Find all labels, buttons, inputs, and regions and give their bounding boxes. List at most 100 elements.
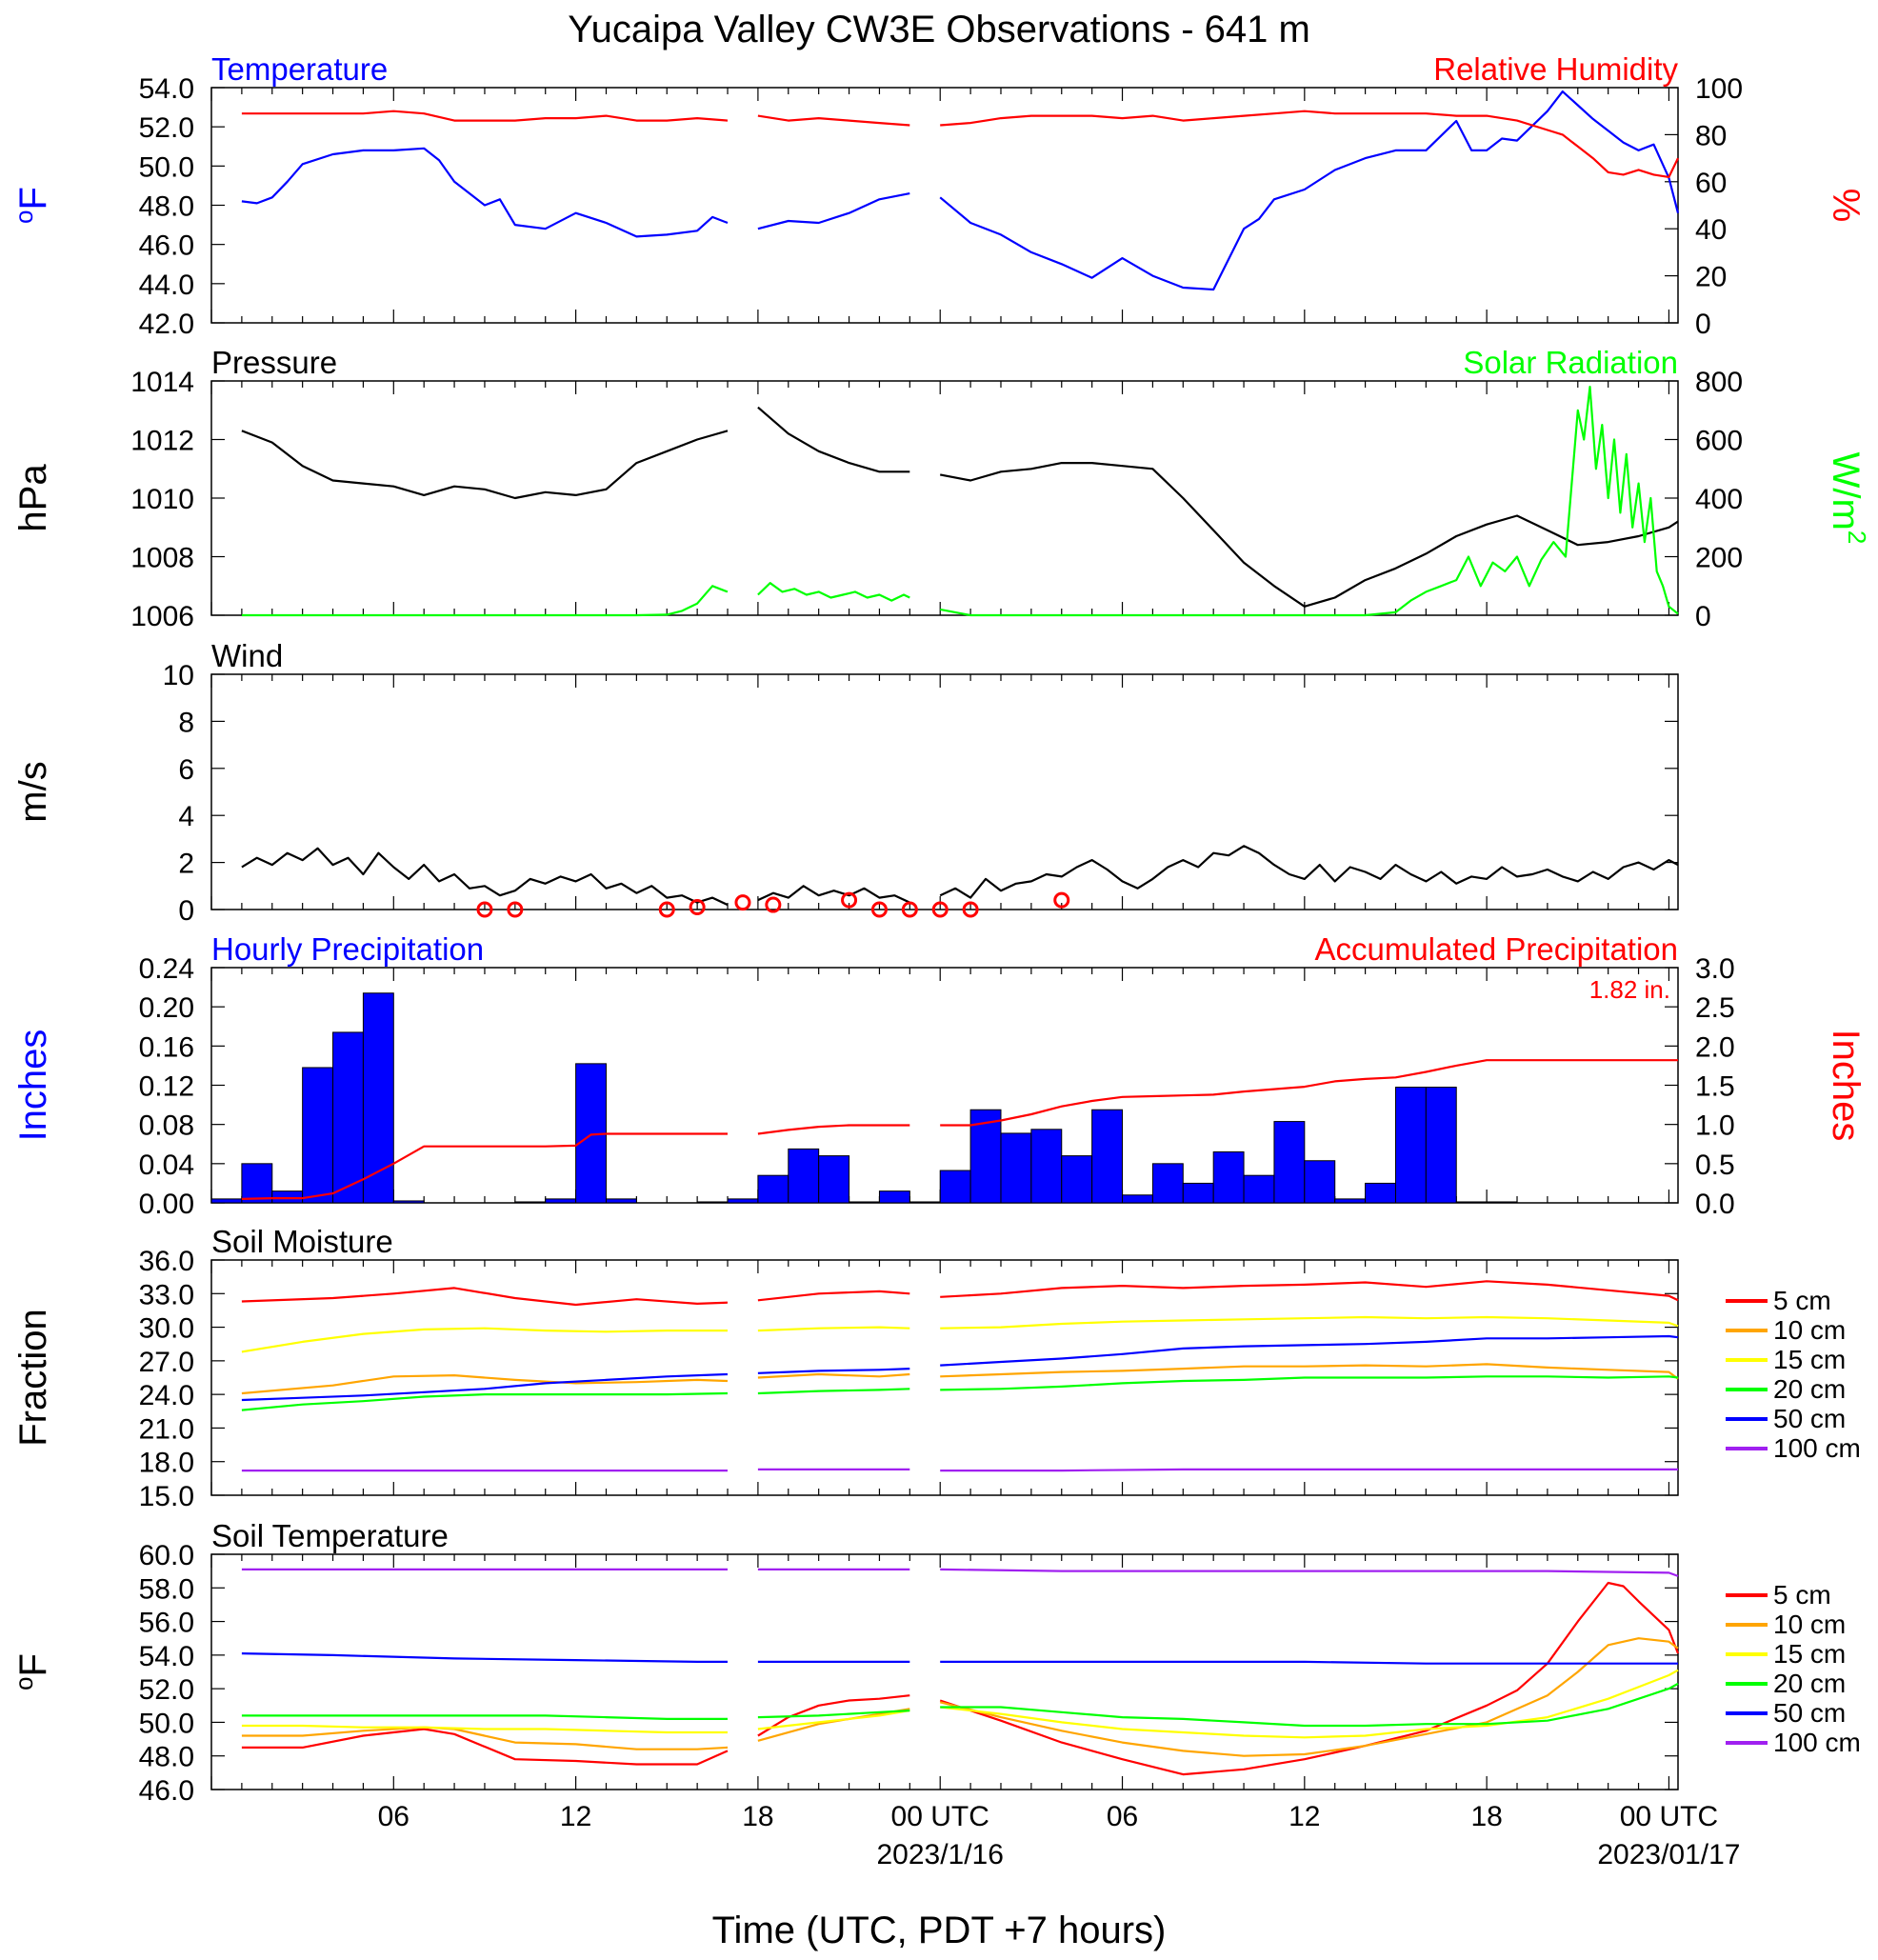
- y-axis-label: oF: [10, 187, 54, 224]
- precip-bar: [1394, 1087, 1427, 1204]
- x-tick-label: 18: [1470, 1801, 1502, 1832]
- y-tick-label: 1010: [130, 484, 194, 515]
- y-tick-label: 2: [178, 849, 194, 880]
- panel-frame: [210, 1553, 1679, 1790]
- precip-bar: [1212, 1150, 1245, 1204]
- y-tick-label: 8: [178, 707, 194, 738]
- legend-label: 20 cm: [1773, 1669, 1846, 1698]
- legend-label: 100 cm: [1773, 1728, 1861, 1757]
- y-tick-label: 6: [178, 754, 194, 786]
- y2-tick-label: 0.0: [1695, 1189, 1735, 1220]
- precip-bar: [788, 1148, 820, 1204]
- panel-left-title: Soil Temperature: [211, 1518, 449, 1553]
- y-tick-label: 33.0: [139, 1279, 194, 1310]
- degree-o: o: [10, 210, 38, 223]
- precip-bar: [210, 1198, 243, 1204]
- precip-bar: [271, 1190, 304, 1204]
- y-axis-label: m/s: [12, 761, 54, 822]
- legend-label: 15 cm: [1773, 1345, 1846, 1374]
- unit-f: F: [12, 1653, 54, 1676]
- y-tick-label: 54.0: [139, 1641, 194, 1672]
- y2-axis-label: W/m2: [1825, 452, 1871, 545]
- y2-tick-label: 60: [1695, 168, 1727, 199]
- y2-tick-label: 1.0: [1695, 1110, 1735, 1142]
- legend-label: 50 cm: [1773, 1698, 1846, 1728]
- legend-label: 15 cm: [1773, 1639, 1846, 1669]
- calm-wind-marker: [734, 894, 751, 911]
- y-tick-label: 48.0: [139, 1742, 194, 1773]
- precip-bar: [1122, 1194, 1153, 1204]
- calm-wind-marker: [765, 896, 782, 913]
- y-tick-label: 0.04: [139, 1150, 194, 1181]
- y-tick-label: 54.0: [139, 73, 194, 105]
- panel-right-title: Relative Humidity: [1433, 51, 1678, 87]
- legend-label: 10 cm: [1773, 1610, 1846, 1639]
- precip-bar: [849, 1201, 880, 1204]
- y2-tick-label: 20: [1695, 262, 1727, 293]
- y-tick-label: 52.0: [139, 112, 194, 144]
- y-tick-label: 50.0: [139, 151, 194, 183]
- precip-bar: [1030, 1129, 1063, 1204]
- panel-right-title: Solar Radiation: [1463, 345, 1678, 380]
- calm-wind-marker: [962, 901, 979, 918]
- x-date-label: 2023/1/16: [876, 1839, 1003, 1870]
- y-tick-label: 0: [178, 895, 194, 927]
- precip-bar: [1365, 1182, 1396, 1204]
- series-line-5-cm: [241, 1280, 1679, 1307]
- figure-title: Yucaipa Valley CW3E Observations - 641 m: [568, 9, 1310, 50]
- y-tick-label: 0.24: [139, 953, 194, 985]
- precip-bar: [1425, 1087, 1457, 1204]
- precip-bar: [1486, 1201, 1518, 1204]
- legend-label: 10 cm: [1773, 1315, 1846, 1345]
- precip-bar: [757, 1174, 789, 1204]
- y-tick-label: 50.0: [139, 1708, 194, 1739]
- x-axis-title: Time (UTC, PDT +7 hours): [712, 1910, 1167, 1951]
- series-line-1: [241, 110, 1679, 178]
- series-line-50-cm: [241, 1334, 1679, 1402]
- y-tick-label: 18.0: [139, 1448, 194, 1479]
- panel-right-title: Accumulated Precipitation: [1314, 931, 1678, 967]
- precip-bar: [1455, 1201, 1488, 1204]
- precip-bar: [727, 1198, 759, 1204]
- unit-f: F: [12, 187, 54, 210]
- y-axis-label: Fraction: [12, 1309, 54, 1447]
- y-tick-label: 15.0: [139, 1481, 194, 1512]
- y2-tick-label: 3.0: [1695, 953, 1735, 985]
- panel-precip: 0.00 0.04 0.08 0.12 0.16 0.20 0.24 0.0 0.5 1.0 1.5…: [12, 931, 1867, 1220]
- calm-wind-marker: [507, 901, 524, 918]
- y-tick-label: 0.00: [139, 1189, 194, 1220]
- precip-bar: [605, 1198, 637, 1204]
- y-axis-label: Inches: [12, 1030, 54, 1142]
- y-tick-label: 46.0: [139, 230, 194, 262]
- legend-label: 5 cm: [1773, 1286, 1831, 1315]
- y-tick-label: 27.0: [139, 1347, 194, 1378]
- precip-bar: [909, 1201, 941, 1204]
- precip-bar: [362, 992, 394, 1204]
- x-tick-label: 00 UTC: [891, 1801, 989, 1832]
- calm-wind-marker: [841, 891, 858, 909]
- panel-left-title: Soil Moisture: [211, 1224, 393, 1259]
- y-tick-label: 48.0: [139, 191, 194, 223]
- series-line-5-cm: [241, 1581, 1680, 1776]
- precip-bar: [302, 1067, 334, 1204]
- x-tick-label: 06: [378, 1801, 410, 1832]
- y-tick-label: 0.08: [139, 1110, 194, 1142]
- y-tick-label: 0.20: [139, 992, 194, 1024]
- y2-tick-label: 40: [1695, 214, 1727, 246]
- x-tick-label: 00 UTC: [1620, 1801, 1718, 1832]
- precip-bar: [332, 1031, 364, 1204]
- precip-bar: [696, 1201, 729, 1204]
- x-tick-label: 18: [742, 1801, 773, 1832]
- panel-left-title: Wind: [211, 638, 283, 673]
- panel-soilm: 15.018.021.024.027.030.033.036.0 Soil Moi…: [12, 1224, 1861, 1512]
- y-axis-label: oF: [10, 1653, 54, 1690]
- unit-w-m: W/m: [1825, 452, 1867, 530]
- y-tick-label: 56.0: [139, 1608, 194, 1639]
- y-tick-label: 0.12: [139, 1071, 194, 1103]
- precip-bar: [1061, 1155, 1093, 1204]
- precip-bar: [1243, 1174, 1275, 1204]
- y2-tick-label: 0.5: [1695, 1150, 1735, 1181]
- y-tick-label: 24.0: [139, 1380, 194, 1411]
